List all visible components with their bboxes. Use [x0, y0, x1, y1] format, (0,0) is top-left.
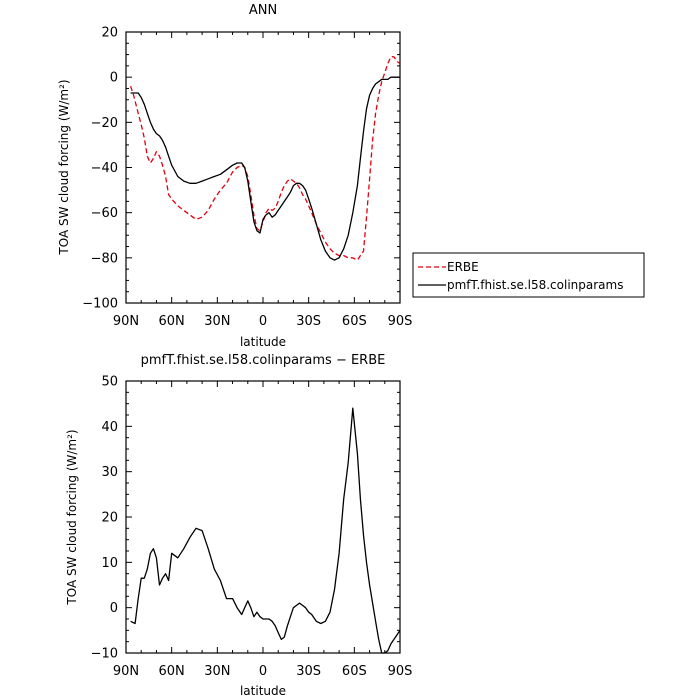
- bottom-y-tick-label: 40: [101, 420, 118, 435]
- top-x-tick-label: 90S: [388, 314, 413, 329]
- bottom-panel: pmfT.fhist.se.l58.colinparams − ERBE 90N…: [65, 353, 412, 698]
- bottom-y-tick-label: 30: [101, 465, 118, 480]
- top-x-tick-label: 60S: [342, 314, 367, 329]
- bottom-x-tick-label: 0: [259, 664, 267, 679]
- bottom-x-tick-label: 90N: [113, 664, 139, 679]
- legend-label-model: pmfT.fhist.se.l58.colinparams: [447, 278, 623, 292]
- top-series-line-erbe: [129, 56, 401, 261]
- top-y-tick-label: 0: [110, 71, 118, 86]
- legend-box: [412, 252, 645, 298]
- top-x-tick-label: 0: [259, 314, 267, 329]
- bottom-plot-frame: [125, 380, 401, 654]
- top-y-tick-label: −40: [91, 161, 118, 176]
- bottom-x-tick-label: 60N: [159, 664, 185, 679]
- top-panel: ANN 90N 60N 30N 0 30S 60S 90S −100 −80 −60 −40 −20 0…: [57, 3, 412, 349]
- bottom-y-tick-label: 10: [101, 556, 118, 571]
- bottom-x-tick-label: 90S: [388, 664, 413, 679]
- legend-label-erbe: ERBE: [447, 260, 479, 274]
- top-x-tick-label: 60N: [159, 314, 185, 329]
- bottom-x-tick-label: 30S: [296, 664, 321, 679]
- bottom-y-tick-label: 0: [110, 601, 118, 616]
- legend: ERBE pmfT.fhist.se.l58.colinparams: [412, 252, 645, 298]
- bottom-y-tick-label: 20: [101, 511, 118, 526]
- bottom-x-tick-label: 30N: [204, 664, 230, 679]
- top-x-axis-label: latitude: [240, 335, 286, 349]
- bottom-y-tick-label: 50: [101, 375, 118, 390]
- top-y-tick-label: −20: [91, 116, 118, 131]
- top-y-tick-label: −100: [82, 297, 118, 312]
- bottom-series-line-difference: [130, 407, 401, 654]
- top-x-tick-label: 30N: [204, 314, 230, 329]
- bottom-x-tick-label: 60S: [342, 664, 367, 679]
- top-y-tick-label: 20: [101, 26, 118, 41]
- top-y-axis-label: TOA SW cloud forcing (W/m²): [57, 79, 71, 255]
- bottom-x-axis-label: latitude: [240, 684, 286, 698]
- bottom-title: pmfT.fhist.se.l58.colinparams − ERBE: [141, 353, 386, 368]
- bottom-y-tick-label: −10: [91, 647, 118, 662]
- top-title: ANN: [249, 3, 277, 18]
- top-y-tick-label: −80: [91, 251, 118, 266]
- top-x-tick-label: 90N: [113, 314, 139, 329]
- top-y-tick-label: −60: [91, 206, 118, 221]
- bottom-y-axis-label: TOA SW cloud forcing (W/m²): [65, 429, 79, 605]
- top-series-line-pmft-fhist-se-l58-colinparams: [130, 76, 400, 261]
- top-x-tick-label: 30S: [296, 314, 321, 329]
